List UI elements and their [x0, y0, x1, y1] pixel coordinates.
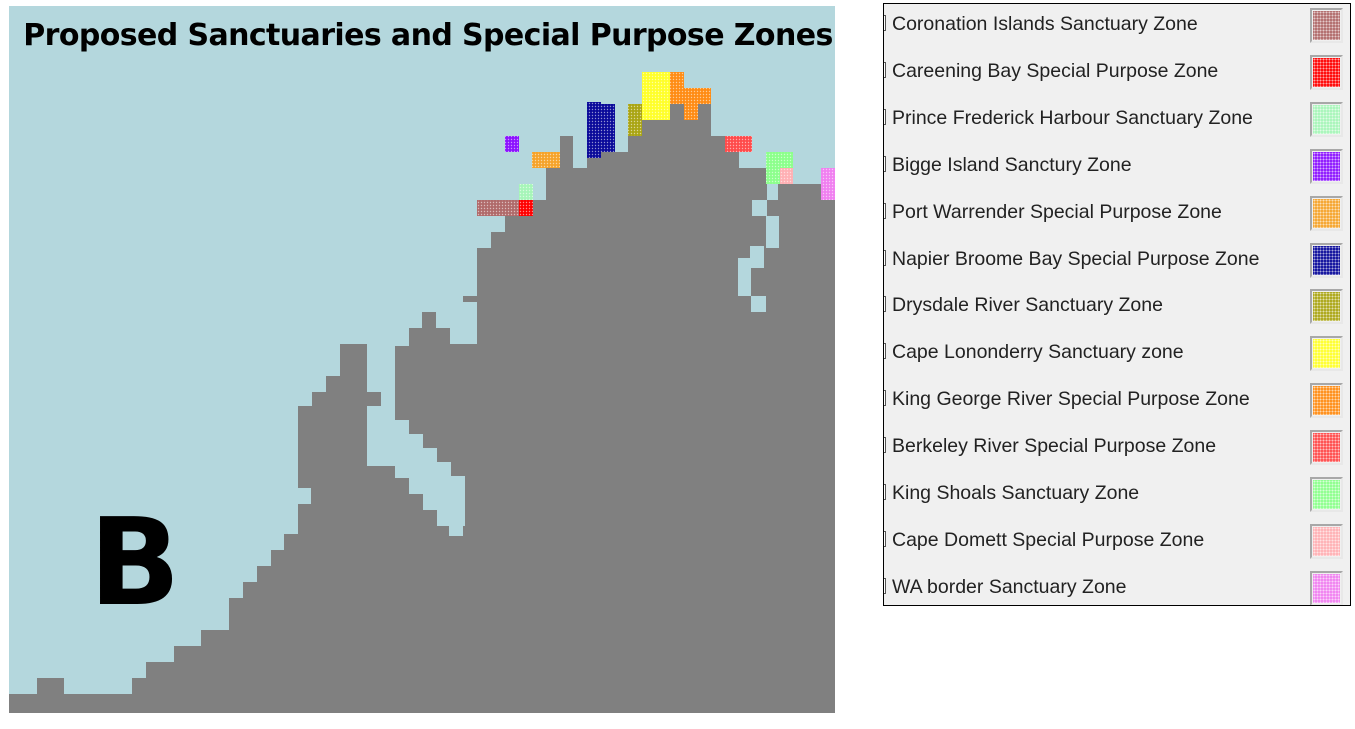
legend-swatch: [1310, 195, 1343, 231]
legend-item[interactable]: King George River Special Purpose Zone: [884, 381, 1350, 427]
legend-swatch: [1310, 289, 1343, 325]
legend-label: Cape Lononderry Sanctuary zone: [892, 341, 1184, 364]
legend-swatch: [1310, 477, 1343, 512]
legend-label: Cape Domett Special Purpose Zone: [892, 528, 1205, 551]
legend-checkbox[interactable]: [884, 530, 886, 547]
legend-label: Berkeley River Special Purpose Zone: [892, 435, 1217, 458]
legend-item[interactable]: Port Warrender Special Purpose Zone: [884, 194, 1350, 240]
map-panel: Proposed Sanctuaries and Special Purpose…: [9, 6, 835, 713]
legend-label: Coronation Islands Sanctuary Zone: [892, 13, 1198, 35]
legend-label: Careening Bay Special Purpose Zone: [892, 59, 1219, 82]
legend-checkbox[interactable]: [884, 390, 886, 407]
legend-checkbox[interactable]: [884, 61, 886, 78]
legend-item[interactable]: Cape Domett Special Purpose Zone: [884, 522, 1350, 568]
legend-checkbox[interactable]: [884, 15, 886, 31]
legend-item[interactable]: King Shoals Sanctuary Zone: [884, 475, 1350, 521]
legend-item[interactable]: Napier Broome Bay Special Purpose Zone: [884, 241, 1350, 287]
legend-label: Drysdale River Sanctuary Zone: [892, 294, 1163, 317]
panel-letter: B: [89, 494, 181, 633]
legend-label: Bigge Island Sanctury Zone: [892, 153, 1132, 176]
legend-label: King Shoals Sanctuary Zone: [892, 482, 1140, 504]
legend-item[interactable]: Bigge Island Sanctury Zone: [884, 147, 1350, 193]
legend-item[interactable]: Cape Lononderry Sanctuary zone: [884, 334, 1350, 380]
legend-label: WA border Sanctuary Zone: [892, 575, 1127, 598]
legend-swatch: [1310, 54, 1343, 90]
legend-swatch: [1310, 430, 1343, 466]
legend-checkbox[interactable]: [884, 108, 886, 125]
legend-label: Prince Frederick Harbour Sanctuary Zone: [892, 106, 1253, 129]
zone-cells: [477, 72, 835, 216]
legend-label: Napier Broome Bay Special Purpose Zone: [892, 247, 1260, 270]
legend-checkbox[interactable]: [884, 343, 886, 360]
legend-checkbox[interactable]: [884, 249, 886, 266]
map-title: Proposed Sanctuaries and Special Purpose…: [23, 18, 833, 53]
legend-swatch: [1310, 383, 1343, 419]
legend-item[interactable]: Prince Frederick Harbour Sanctuary Zone: [884, 100, 1350, 146]
map-canvas: [9, 72, 835, 713]
sea-inlets: [297, 200, 779, 536]
legend-swatch: [1310, 8, 1343, 43]
legend-item[interactable]: Berkeley River Special Purpose Zone: [884, 428, 1350, 474]
legend-panel: Coronation Islands Sanctuary Zone Careeni…: [883, 3, 1351, 606]
legend-checkbox[interactable]: [884, 202, 886, 219]
legend-swatch: [1310, 101, 1343, 137]
legend-swatch: [1310, 148, 1343, 184]
legend-checkbox[interactable]: [884, 437, 886, 454]
legend-swatch: [1310, 336, 1343, 372]
legend-swatch: [1310, 242, 1343, 278]
legend-item[interactable]: Drysdale River Sanctuary Zone: [884, 287, 1350, 333]
legend-swatch: [1310, 523, 1343, 559]
land-mass: [9, 102, 835, 713]
legend-label: King George River Special Purpose Zone: [892, 388, 1250, 411]
legend-label: Port Warrender Special Purpose Zone: [892, 200, 1222, 223]
legend-item[interactable]: Coronation Islands Sanctuary Zone: [884, 6, 1350, 52]
legend-checkbox[interactable]: [884, 577, 886, 594]
legend-checkbox[interactable]: [884, 296, 886, 313]
legend-checkbox[interactable]: [884, 484, 886, 500]
legend-swatch: [1310, 570, 1343, 605]
legend-item[interactable]: Careening Bay Special Purpose Zone: [884, 53, 1350, 99]
legend-checkbox[interactable]: [884, 155, 886, 172]
legend-item[interactable]: WA border Sanctuary Zone: [884, 569, 1350, 605]
